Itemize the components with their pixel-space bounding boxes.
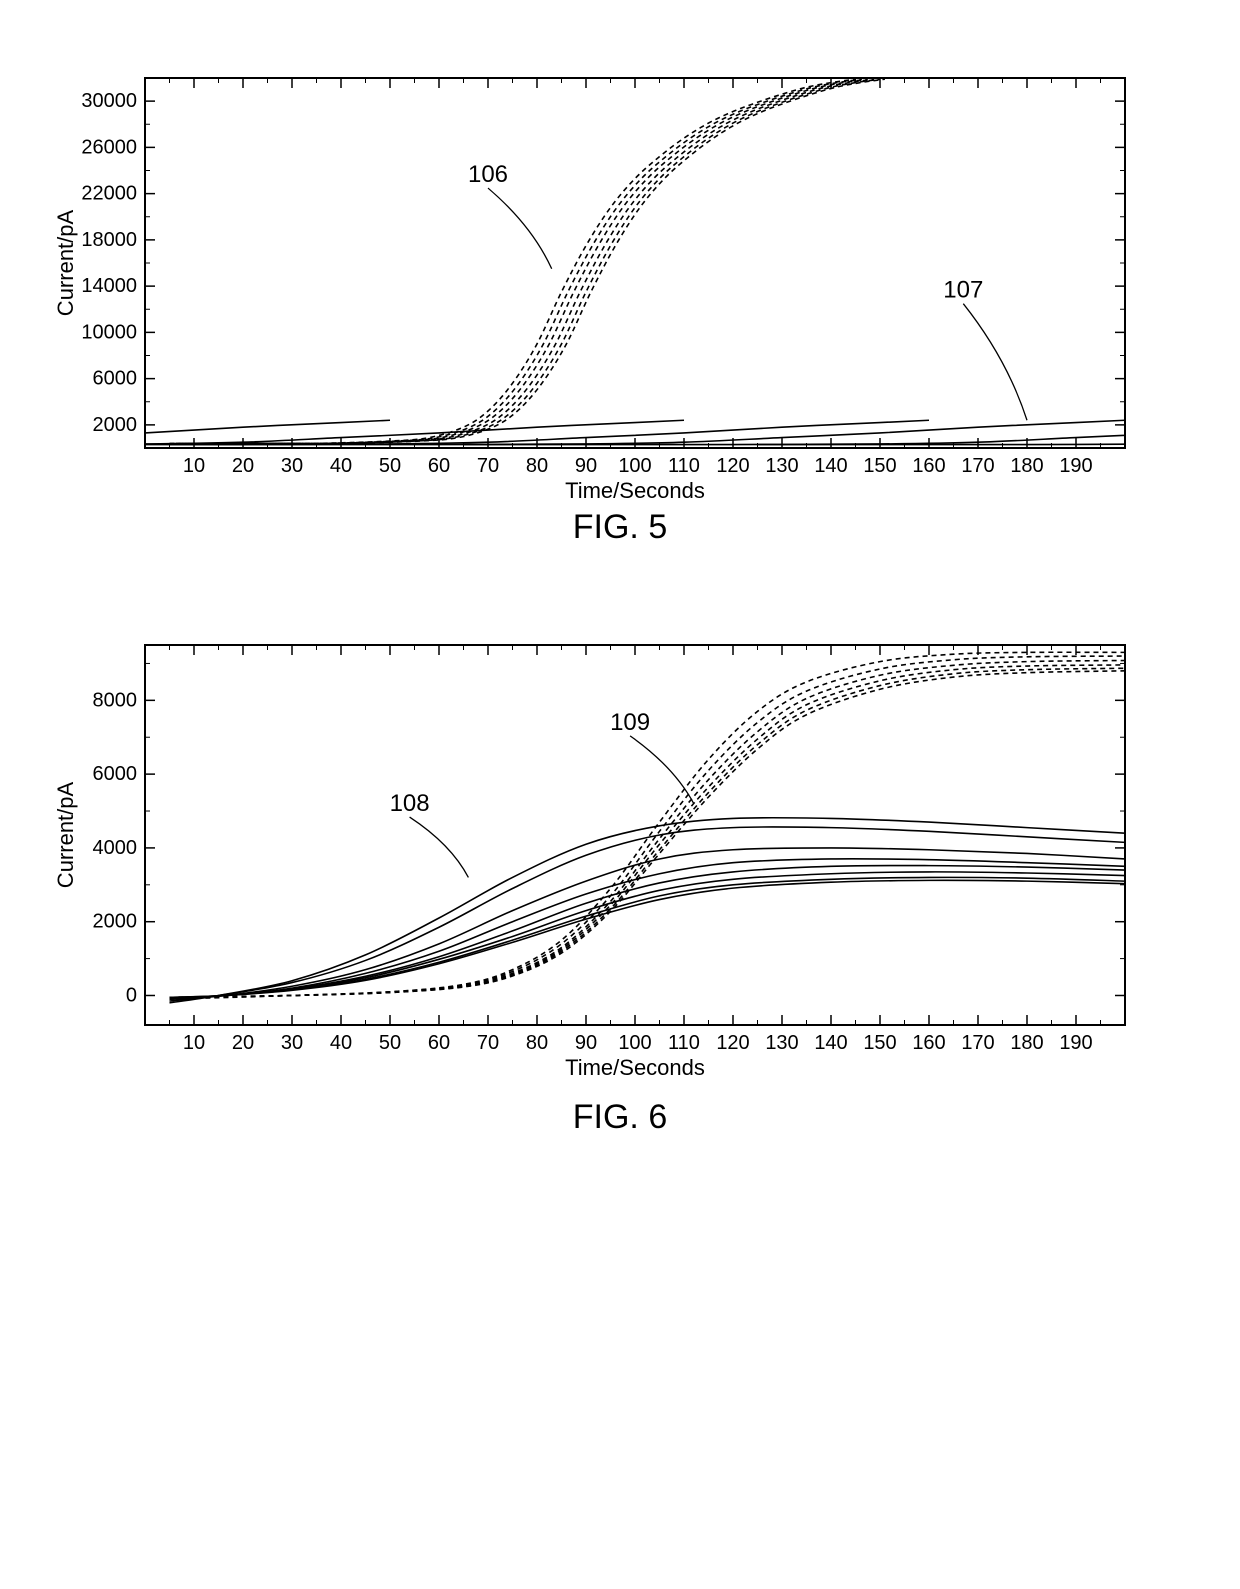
svg-text:0: 0 (126, 984, 137, 1006)
svg-text:110: 110 (668, 1032, 700, 1054)
svg-text:6000: 6000 (93, 763, 138, 785)
svg-text:30000: 30000 (81, 90, 137, 112)
svg-text:120: 120 (716, 1032, 749, 1054)
svg-text:150: 150 (863, 455, 896, 477)
svg-text:6000: 6000 (93, 368, 138, 390)
svg-text:Current/pA: Current/pA (53, 781, 78, 888)
svg-text:Time/Seconds: Time/Seconds (565, 1055, 705, 1080)
svg-text:170: 170 (961, 455, 994, 477)
svg-text:10000: 10000 (81, 321, 137, 343)
svg-text:18000: 18000 (81, 229, 137, 251)
svg-text:160: 160 (912, 455, 945, 477)
svg-text:Time/Seconds: Time/Seconds (565, 478, 705, 503)
svg-text:14000: 14000 (81, 275, 137, 297)
svg-text:70: 70 (477, 1032, 499, 1054)
svg-text:2000: 2000 (93, 414, 138, 436)
svg-text:130: 130 (765, 455, 798, 477)
svg-text:50: 50 (379, 1032, 401, 1054)
svg-text:107: 107 (943, 277, 983, 304)
svg-text:40: 40 (330, 1032, 352, 1054)
svg-text:150: 150 (863, 1032, 896, 1054)
figure-6: 10 20 30 40 50 60 70 80 90 100 110 120 130 140 150 160 1… (50, 635, 1145, 1095)
svg-text:106: 106 (468, 161, 508, 188)
figure-6-caption: FIG. 6 (0, 1098, 1240, 1137)
svg-text:60: 60 (428, 1032, 450, 1054)
svg-text:90: 90 (575, 1032, 597, 1054)
svg-text:170: 170 (961, 1032, 994, 1054)
svg-text:140: 140 (814, 455, 847, 477)
svg-text:80: 80 (526, 455, 548, 477)
svg-text:2000: 2000 (93, 911, 138, 933)
svg-text:40: 40 (330, 455, 352, 477)
svg-text:30: 30 (281, 455, 303, 477)
svg-text:80: 80 (526, 1032, 548, 1054)
svg-text:22000: 22000 (81, 183, 137, 205)
svg-text:90: 90 (575, 455, 597, 477)
svg-text:8000: 8000 (93, 689, 138, 711)
svg-text:120: 120 (716, 455, 749, 477)
svg-text:10: 10 (183, 455, 205, 477)
svg-text:30: 30 (281, 1032, 303, 1054)
svg-text:100: 100 (618, 455, 651, 477)
svg-text:10: 10 (183, 1032, 205, 1054)
svg-text:Current/pA: Current/pA (53, 209, 78, 316)
svg-text:109: 109 (610, 709, 650, 736)
svg-text:100: 100 (618, 1032, 651, 1054)
svg-text:160: 160 (912, 1032, 945, 1054)
svg-text:180: 180 (1010, 455, 1043, 477)
svg-text:50: 50 (379, 455, 401, 477)
figure-5: 10 20 30 40 50 60 70 80 90 100 110 120 130 140 150 160 1… (50, 68, 1145, 518)
svg-text:20: 20 (232, 1032, 254, 1054)
svg-text:20: 20 (232, 455, 254, 477)
figure-5-caption: FIG. 5 (0, 508, 1240, 547)
svg-text:140: 140 (814, 1032, 847, 1054)
svg-text:190: 190 (1059, 1032, 1092, 1054)
svg-text:130: 130 (765, 1032, 798, 1054)
svg-text:70: 70 (477, 455, 499, 477)
svg-text:190: 190 (1059, 455, 1092, 477)
page: 1020304050607080901001101201301401501601… (0, 0, 1240, 1589)
svg-text:60: 60 (428, 455, 450, 477)
svg-text:26000: 26000 (81, 136, 137, 158)
svg-text:110: 110 (668, 455, 700, 477)
svg-text:4000: 4000 (93, 837, 138, 859)
svg-text:180: 180 (1010, 1032, 1043, 1054)
svg-text:108: 108 (390, 790, 430, 817)
